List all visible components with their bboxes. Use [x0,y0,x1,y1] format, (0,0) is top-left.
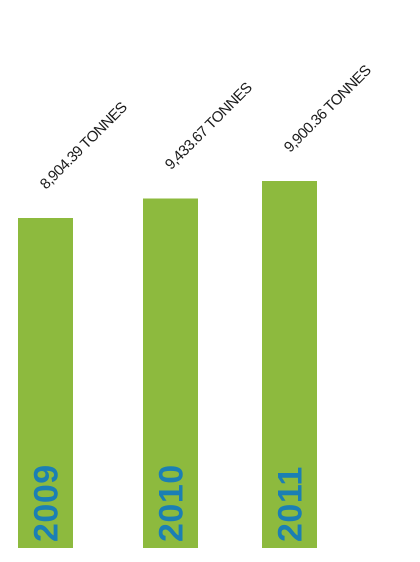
year-label-2009: 2009 [28,464,66,542]
value-label-2009: 8,904.39 TONNES [37,99,131,193]
year-label-2010: 2010 [153,464,191,542]
bars-group [18,181,317,548]
labels-group: 2009 8,904.39 TONNES 2010 9,433.67 TONNES 20… [28,62,375,542]
value-label-2010: 9,433.67 TONNES [162,79,256,173]
bar-2010 [143,198,198,548]
bar-2011 [262,181,317,548]
value-label-2011: 9,900.36 TONNES [281,62,375,156]
year-label-2011: 2011 [272,466,310,542]
bar-2009 [18,218,73,548]
